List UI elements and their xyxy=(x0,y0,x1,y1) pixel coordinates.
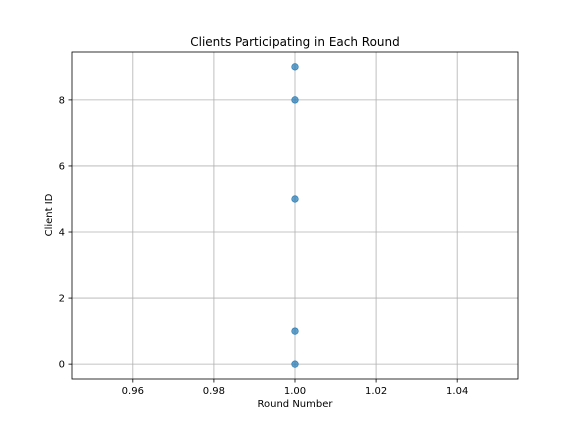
y-axis-label: Client ID xyxy=(44,193,55,236)
x-axis-label: Round Number xyxy=(258,399,334,410)
data-point xyxy=(291,195,299,203)
y-tick-label: 0 xyxy=(59,360,65,371)
data-points xyxy=(291,63,299,368)
y-tick-label: 2 xyxy=(59,294,65,305)
data-point xyxy=(291,63,299,71)
y-tick-label: 8 xyxy=(59,95,65,106)
y-tick-label: 6 xyxy=(59,161,65,172)
data-point xyxy=(291,327,299,335)
data-point xyxy=(291,96,299,104)
x-tick-label: 1.00 xyxy=(284,386,306,397)
y-tick-label: 4 xyxy=(59,228,65,239)
x-tick-label: 0.96 xyxy=(122,386,144,397)
data-point xyxy=(291,360,299,368)
chart-title: Clients Participating in Each Round xyxy=(190,35,399,49)
x-tick-label: 0.98 xyxy=(203,386,225,397)
x-tick-label: 1.02 xyxy=(365,386,387,397)
x-axis-ticks: 0.96 0.98 1.00 1.02 1.04 xyxy=(122,379,468,397)
x-tick-label: 1.04 xyxy=(446,386,468,397)
y-axis-ticks: 0 2 4 6 8 xyxy=(59,95,72,371)
